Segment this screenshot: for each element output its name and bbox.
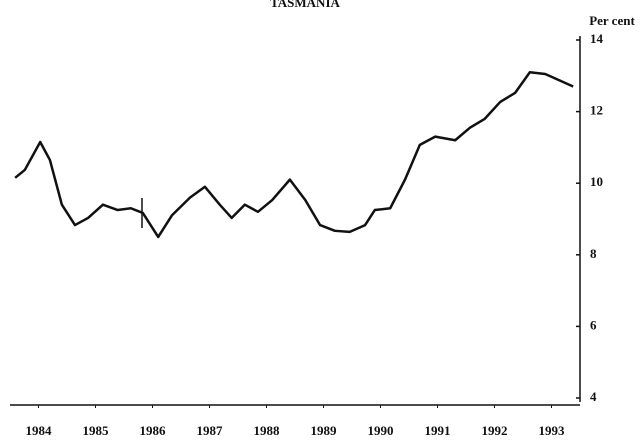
x-tick-label: 1992: [482, 423, 508, 438]
line-series: [14, 70, 574, 239]
x-tick-label: 1993: [539, 423, 566, 438]
y-tick-label: 8: [590, 246, 597, 261]
y-tick-label: 4: [590, 389, 597, 404]
y-axis-label: Per cent: [589, 13, 635, 28]
x-tick-label: 1985: [83, 423, 110, 438]
x-tick-label: 1988: [254, 423, 281, 438]
x-tick-label: 1990: [368, 423, 394, 438]
y-tick-label: 6: [590, 317, 597, 332]
chart-title: TASMANIA: [270, 0, 340, 10]
y-tick-label: 12: [590, 103, 603, 118]
x-tick-label: 1989: [311, 423, 338, 438]
x-tick-label: 1984: [26, 423, 53, 438]
x-tick-label: 1986: [140, 423, 167, 438]
x-tick-label: 1987: [197, 423, 224, 438]
y-tick-label: 10: [590, 174, 603, 189]
y-tick-label: 14: [590, 31, 604, 46]
x-tick-label: 1991: [425, 423, 451, 438]
